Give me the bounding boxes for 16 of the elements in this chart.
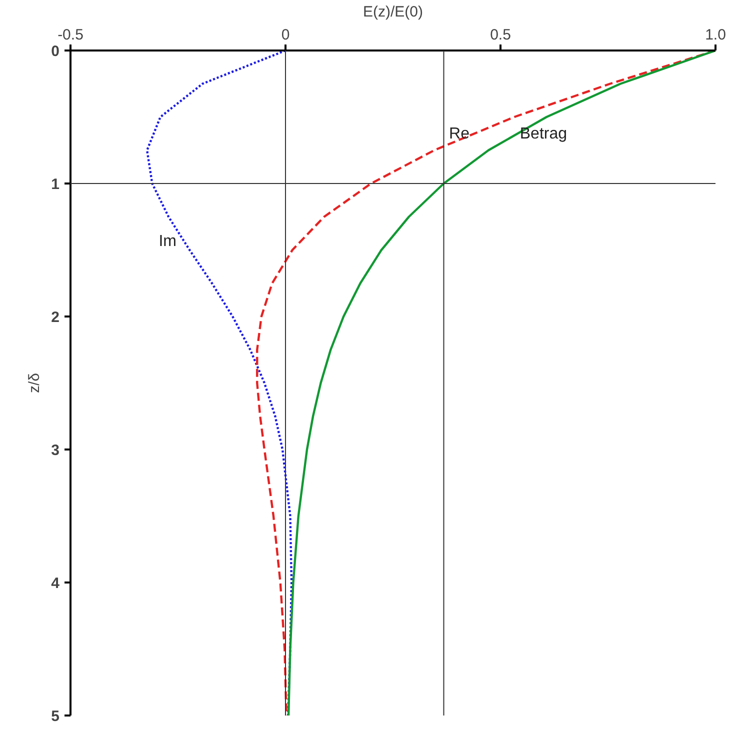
- x-tick-label: 0.5: [490, 26, 511, 44]
- y-tick-label: 2: [51, 309, 60, 326]
- series-label: Re: [449, 125, 470, 142]
- y-tick-label: 3: [51, 442, 60, 459]
- y-axis-title: z/δ: [26, 372, 44, 394]
- x-tick-label: 1.0: [705, 26, 726, 44]
- series-label: Im: [158, 233, 177, 250]
- y-tick-label: 1: [51, 176, 60, 193]
- y-tick-label: 4: [51, 575, 60, 592]
- series-label: Betrag: [520, 125, 568, 142]
- y-tick-label: 0: [51, 43, 60, 60]
- x-axis-title: E(z)/E(0): [363, 4, 424, 20]
- y-tick-label: 5: [51, 708, 60, 725]
- x-tick-label: -0.5: [58, 26, 84, 44]
- x-tick-label: 0: [281, 26, 290, 44]
- line-series: [146, 50, 293, 716]
